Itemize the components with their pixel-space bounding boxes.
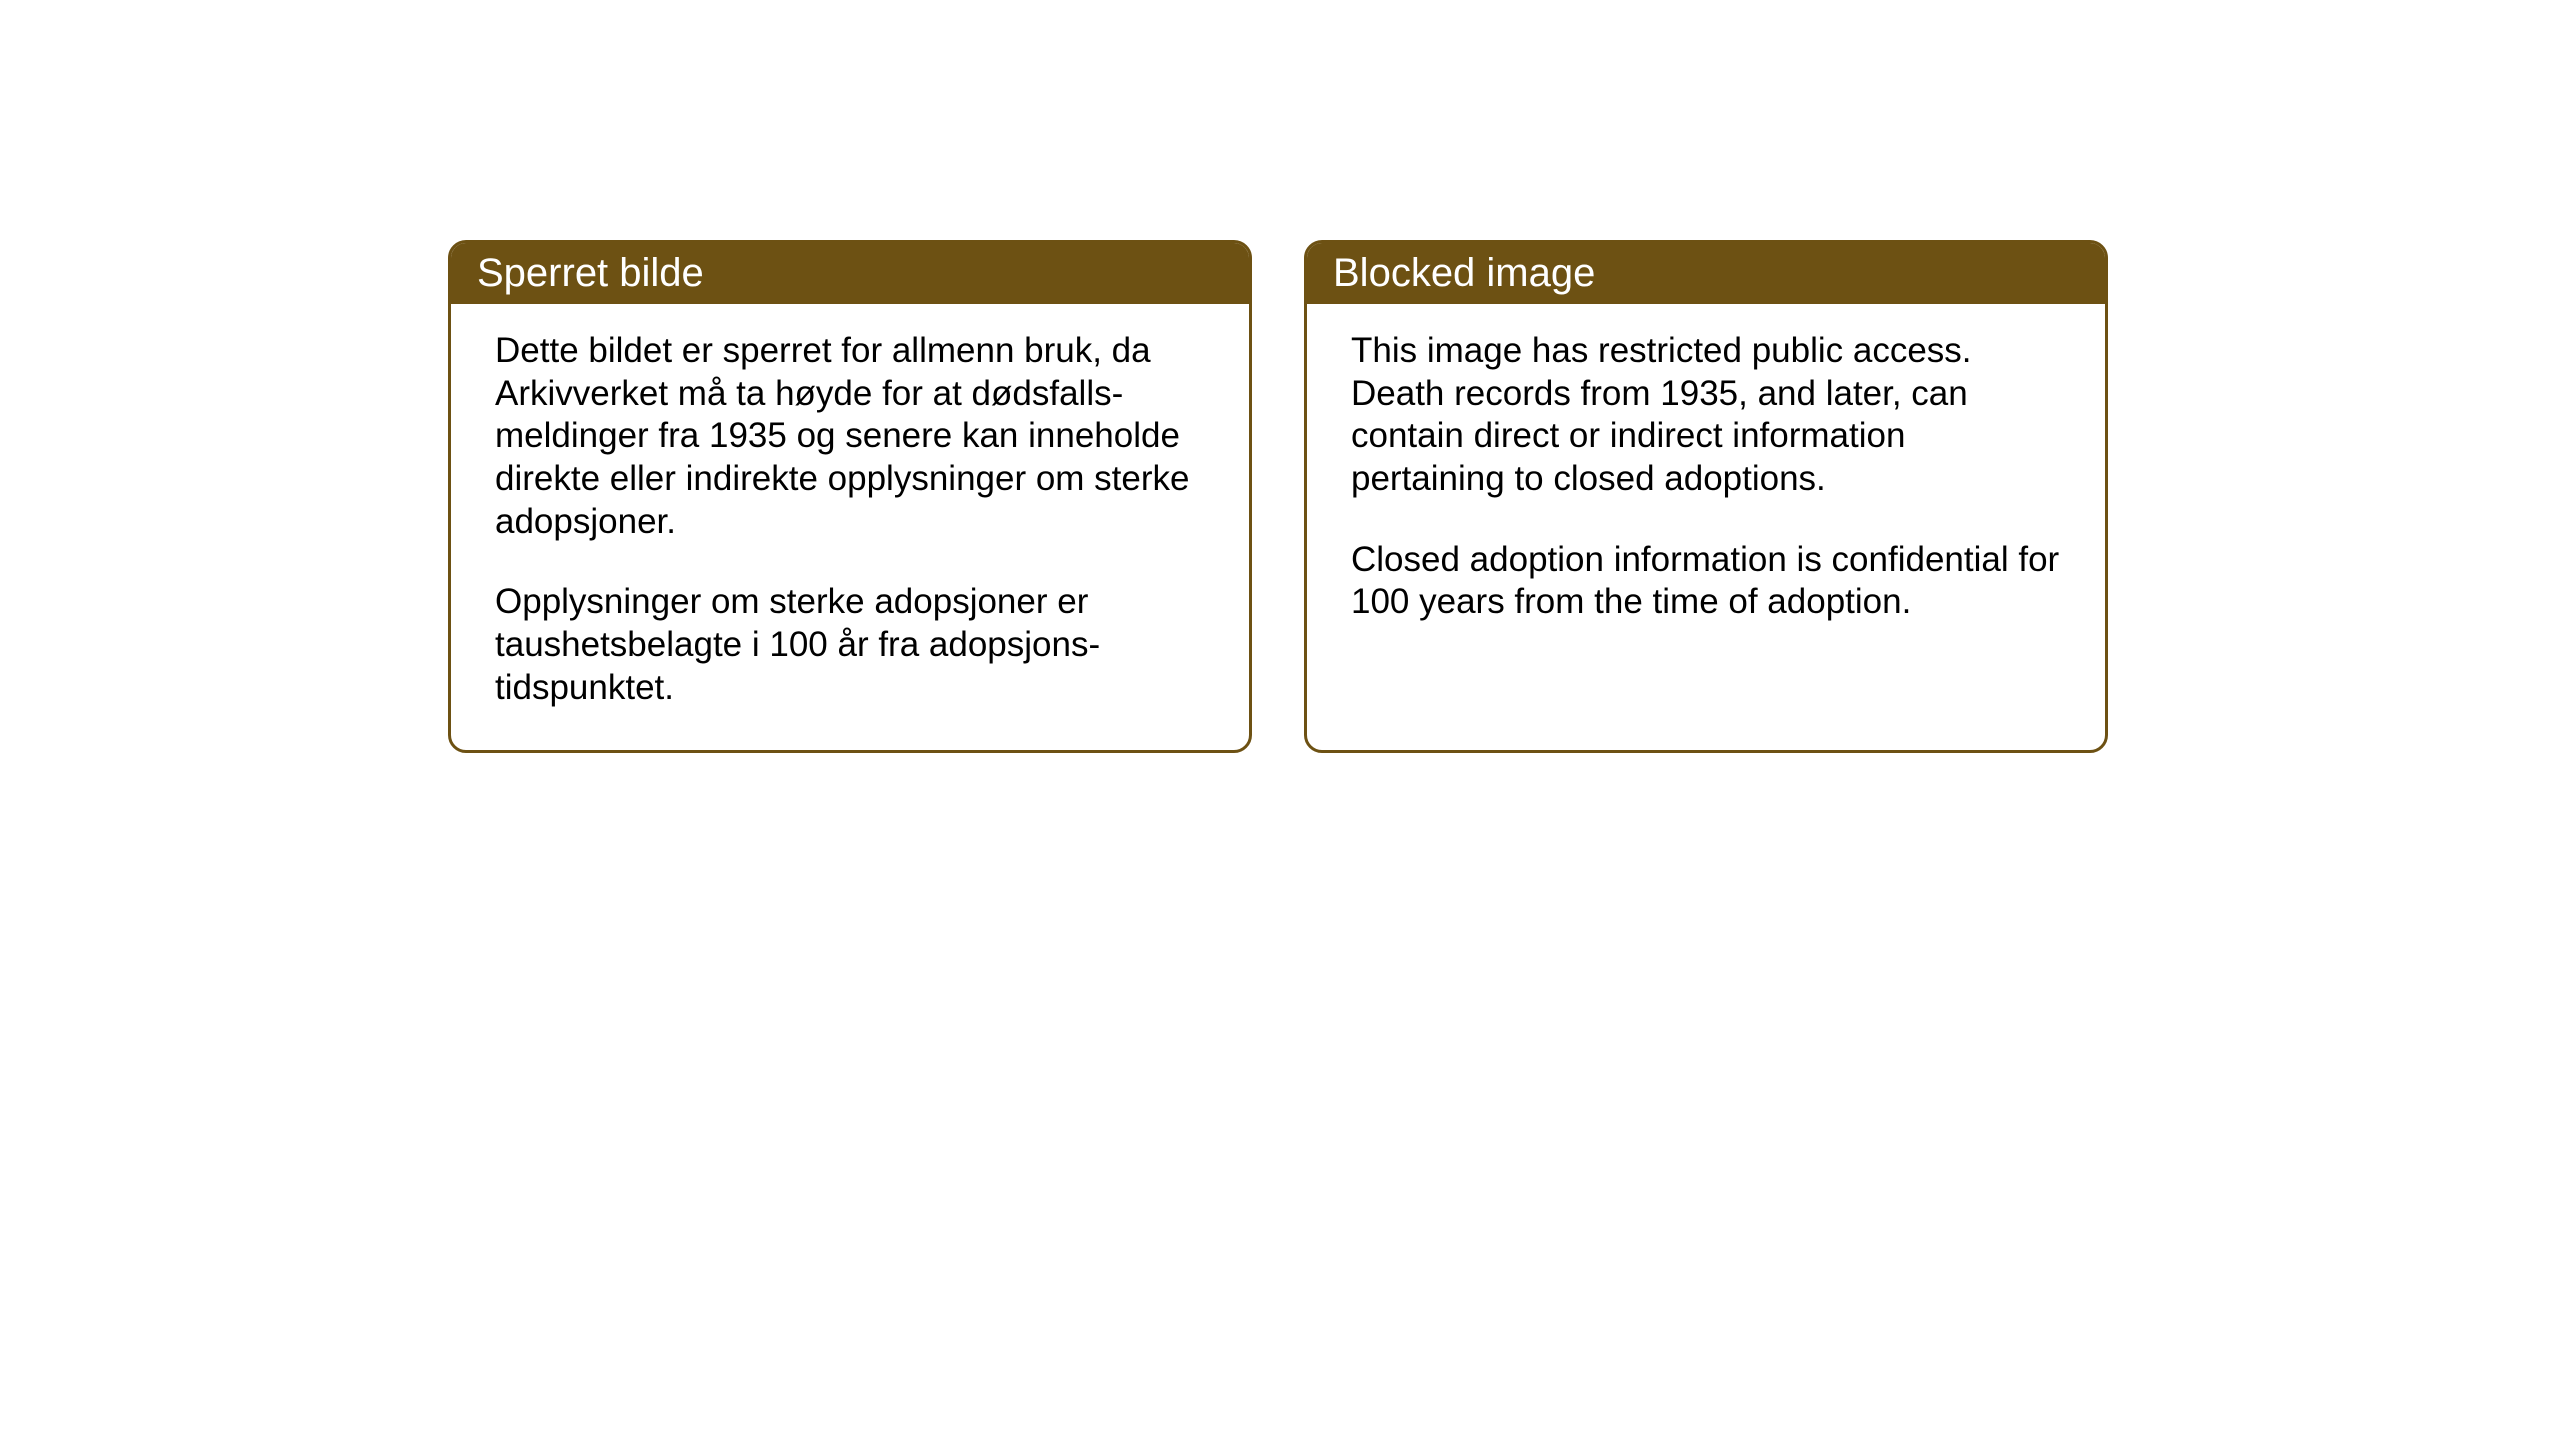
- card-body-norwegian: Dette bildet er sperret for allmenn bruk…: [451, 304, 1249, 750]
- card-body-english: This image has restricted public access.…: [1307, 304, 2105, 734]
- card-paragraph-2-norwegian: Opplysninger om sterke adopsjoner er tau…: [495, 581, 1205, 709]
- card-paragraph-1-english: This image has restricted public access.…: [1351, 330, 2061, 501]
- card-title-norwegian: Sperret bilde: [451, 243, 1249, 304]
- notice-card-english: Blocked image This image has restricted …: [1304, 240, 2108, 753]
- card-title-english: Blocked image: [1307, 243, 2105, 304]
- notice-card-norwegian: Sperret bilde Dette bildet er sperret fo…: [448, 240, 1252, 753]
- card-paragraph-1-norwegian: Dette bildet er sperret for allmenn bruk…: [495, 330, 1205, 543]
- card-paragraph-2-english: Closed adoption information is confident…: [1351, 539, 2061, 624]
- notice-cards-container: Sperret bilde Dette bildet er sperret fo…: [448, 240, 2108, 753]
